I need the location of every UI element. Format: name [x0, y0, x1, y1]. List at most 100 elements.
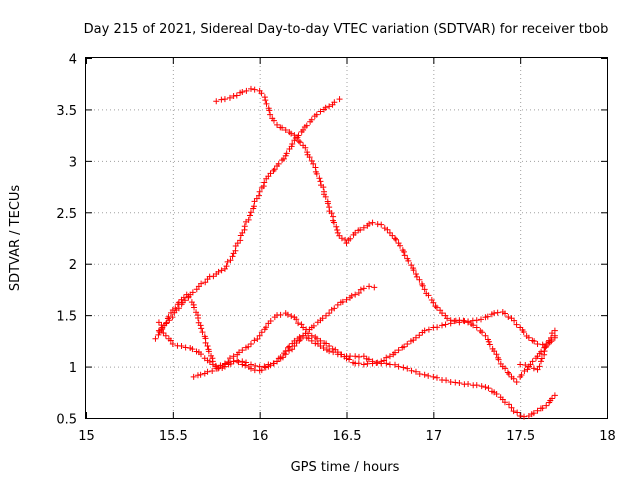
track-b-point [230, 353, 237, 360]
track-d-point [551, 327, 558, 334]
track-c-sample [181, 297, 188, 304]
track-d-sample [243, 87, 250, 94]
track-b-sample [486, 341, 493, 348]
track-b-sample [267, 318, 274, 325]
track-b-point [300, 324, 307, 331]
track-e-sample [243, 359, 250, 366]
track-c-sample [223, 263, 230, 270]
track-e-point [326, 310, 333, 317]
y-tick-label: 2.5 [56, 207, 77, 222]
track-e-sample [348, 292, 355, 299]
track-a-sample [285, 344, 292, 351]
track-b-point [256, 332, 263, 339]
track-e-sample [355, 290, 362, 297]
track-d-sample [328, 210, 335, 217]
track-f-point [551, 332, 558, 339]
track-d-point [473, 317, 480, 324]
axis-ticks: 15 15.5 16 16.5 17 17.5 18 0.5 1 1.5 2 2.5 3 3.5 4 [56, 53, 615, 445]
track-d-sample [310, 160, 317, 167]
track-c-point [247, 209, 254, 216]
track-b-sample [442, 321, 449, 328]
track-a-point [152, 335, 159, 342]
track-d-point [430, 299, 437, 306]
track-b-sample [493, 351, 500, 358]
track-b-point [482, 332, 489, 339]
track-b-sample [505, 370, 512, 377]
y-tick-label: 3 [69, 155, 77, 170]
track-d-sample [226, 94, 233, 101]
track-b-point [386, 353, 393, 360]
track-a-sample [347, 353, 354, 360]
track-c-point [155, 327, 162, 334]
track-d-sample [357, 226, 364, 233]
y-tick-label: 3.5 [56, 104, 77, 119]
track-c-sample [313, 111, 320, 118]
track-d-sample [320, 184, 327, 191]
track-e-sample [310, 322, 317, 329]
track-a-sample [452, 379, 459, 386]
track-d-sample [416, 276, 423, 283]
track-a-sample [501, 399, 508, 406]
track-c-sample [283, 150, 290, 157]
track-a-sample [258, 367, 265, 374]
y-axis-title: SDTVAR / TECUs [8, 185, 23, 292]
track-a-point [456, 380, 463, 387]
grid [86, 58, 607, 418]
track-d-point [465, 318, 472, 325]
track-d-sample [511, 317, 518, 324]
track-c-sample [237, 232, 244, 239]
track-b-point [169, 340, 176, 347]
track-a-sample [365, 356, 372, 363]
track-f-point [538, 358, 545, 365]
track-a-point [534, 407, 541, 414]
track-c-point [239, 229, 246, 236]
track-e-point [343, 296, 350, 303]
track-a-point [473, 382, 480, 389]
track-d-sample [425, 292, 432, 299]
track-d-sample [262, 97, 269, 104]
track-c-sample [247, 212, 254, 219]
track-b-point [421, 327, 428, 334]
track-a-point [421, 371, 428, 378]
y-tick-label: 0.5 [56, 413, 77, 428]
track-c-sample [271, 166, 278, 173]
track-a-sample [425, 372, 432, 379]
track-b-sample [167, 337, 174, 344]
track-b-sample [425, 326, 432, 333]
track-f-point [544, 340, 551, 347]
track-b-sample [295, 320, 302, 327]
track-e-sample [215, 364, 222, 371]
track-b-sample [346, 356, 353, 363]
track-e-point [334, 301, 341, 308]
track-d-point [317, 178, 324, 185]
track-a-sample [485, 385, 492, 392]
track-b-sample [251, 337, 258, 344]
track-d-sample [374, 221, 381, 228]
y-tick-label: 2 [69, 258, 77, 273]
track-b-sample [510, 375, 517, 382]
track-e-sample [209, 367, 216, 374]
track-d-point [456, 319, 463, 326]
track-d-point [247, 85, 254, 92]
track-b-sample [518, 372, 525, 379]
track-a-sample [155, 331, 162, 338]
track-a-point [197, 322, 204, 329]
track-c-sample [202, 279, 209, 286]
track-a-sample [408, 367, 415, 374]
track-d-point [352, 229, 359, 236]
track-d-sample [513, 321, 520, 328]
track-c-sample [250, 203, 257, 210]
track-b-point [317, 337, 324, 344]
track-d-point [334, 229, 341, 236]
track-e-point [204, 368, 211, 375]
track-f-sample [530, 365, 537, 372]
track-f-point [525, 363, 532, 370]
track-e-point [282, 351, 289, 358]
track-b-sample [262, 324, 269, 331]
track-d-sample [324, 200, 331, 207]
track-e-sample [252, 362, 259, 369]
track-f-sample [542, 344, 549, 351]
track-d-point [267, 111, 274, 118]
track-c-sample [289, 141, 296, 148]
track-d-sample [304, 149, 311, 156]
